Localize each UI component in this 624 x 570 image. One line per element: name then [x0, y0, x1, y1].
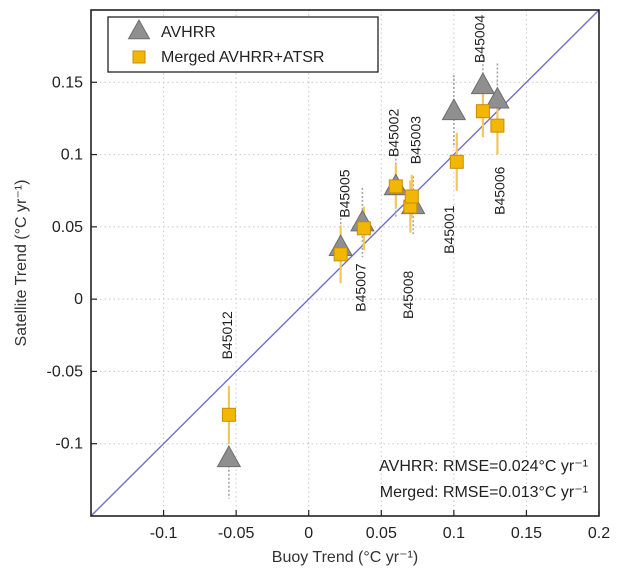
- avhrr-point-0: [216, 445, 242, 468]
- stats-avhrr-rmse: AVHRR: RMSE=0.024°C yr⁻¹: [379, 458, 588, 475]
- legend-avhrr-label: AVHRR: [161, 24, 216, 41]
- merged-point-8: [490, 118, 505, 133]
- buoy-label-7: B45004: [471, 15, 487, 63]
- buoy-label-4: B45003: [407, 116, 423, 164]
- buoy-label-8: B45006: [492, 166, 508, 214]
- x-tick-label: 0.2: [588, 525, 610, 542]
- legend-merged-label: Merged AVHRR+ATSR: [161, 49, 324, 66]
- x-tick-label: 0.15: [511, 525, 542, 542]
- merged-point-0: [221, 407, 236, 422]
- x-tick-label: 0: [304, 525, 313, 542]
- y-tick-label: 0.15: [52, 74, 83, 91]
- axes: -0.1 -0.05 0 0.05 0.1 0.15 0.2 -0.1 -0.05 0 0.05 0.…: [47, 9, 610, 542]
- merged-point-7: [475, 104, 490, 119]
- buoy-label-5: B45008: [400, 270, 416, 318]
- merged-point-5: [404, 189, 419, 204]
- x-tick-label: -0.05: [218, 525, 255, 542]
- legend-avhrr-triangle-icon: [127, 18, 151, 40]
- x-tick-label: 0.05: [366, 525, 397, 542]
- buoy-label-2: B45007: [352, 263, 368, 311]
- buoy-label-6: B45001: [441, 205, 457, 253]
- y-tick-label: 0.1: [61, 147, 83, 164]
- stats-annotation: AVHRR: RMSE=0.024°C yr⁻¹ Merged: RMSE=0.…: [379, 458, 588, 501]
- y-tick-label: -0.1: [55, 436, 83, 453]
- one-to-one-line: [91, 10, 599, 516]
- merged-point-1: [333, 247, 348, 262]
- merged-point-6: [449, 154, 464, 169]
- buoy-label-0: B45012: [219, 311, 235, 359]
- avhrr-point-7: [485, 86, 510, 109]
- grid: [91, 10, 599, 516]
- x-tick-label: 0.1: [443, 525, 465, 542]
- merged-point-3: [388, 179, 403, 194]
- stats-merged-rmse: Merged: RMSE=0.013°C yr⁻¹: [380, 484, 588, 501]
- legend: AVHRR Merged AVHRR+ATSR: [107, 16, 379, 73]
- x-axis-title: Buoy Trend (°C yr⁻¹): [272, 549, 418, 566]
- legend-merged-square-icon: [132, 50, 146, 64]
- x-tick-label: -0.1: [150, 525, 178, 542]
- y-tick-label: 0.05: [52, 219, 83, 236]
- y-tick-label: 0: [74, 291, 83, 308]
- legend-box: [107, 16, 379, 73]
- buoy-labels: B45012 B45005 B45007 B45002 B45003 B45008 B450…: [219, 15, 508, 360]
- data-markers: [216, 72, 510, 468]
- buoy-label-1: B45005: [336, 169, 352, 217]
- avhrr-point-5: [441, 98, 467, 121]
- merged-point-2: [356, 221, 371, 236]
- plot-frame: [90, 9, 600, 517]
- buoy-label-3: B45002: [386, 109, 402, 157]
- y-axis-title: Satellite Trend (°C yr⁻¹): [13, 180, 30, 347]
- avhrr-point-6: [470, 72, 496, 95]
- y-tick-label: -0.05: [47, 363, 84, 380]
